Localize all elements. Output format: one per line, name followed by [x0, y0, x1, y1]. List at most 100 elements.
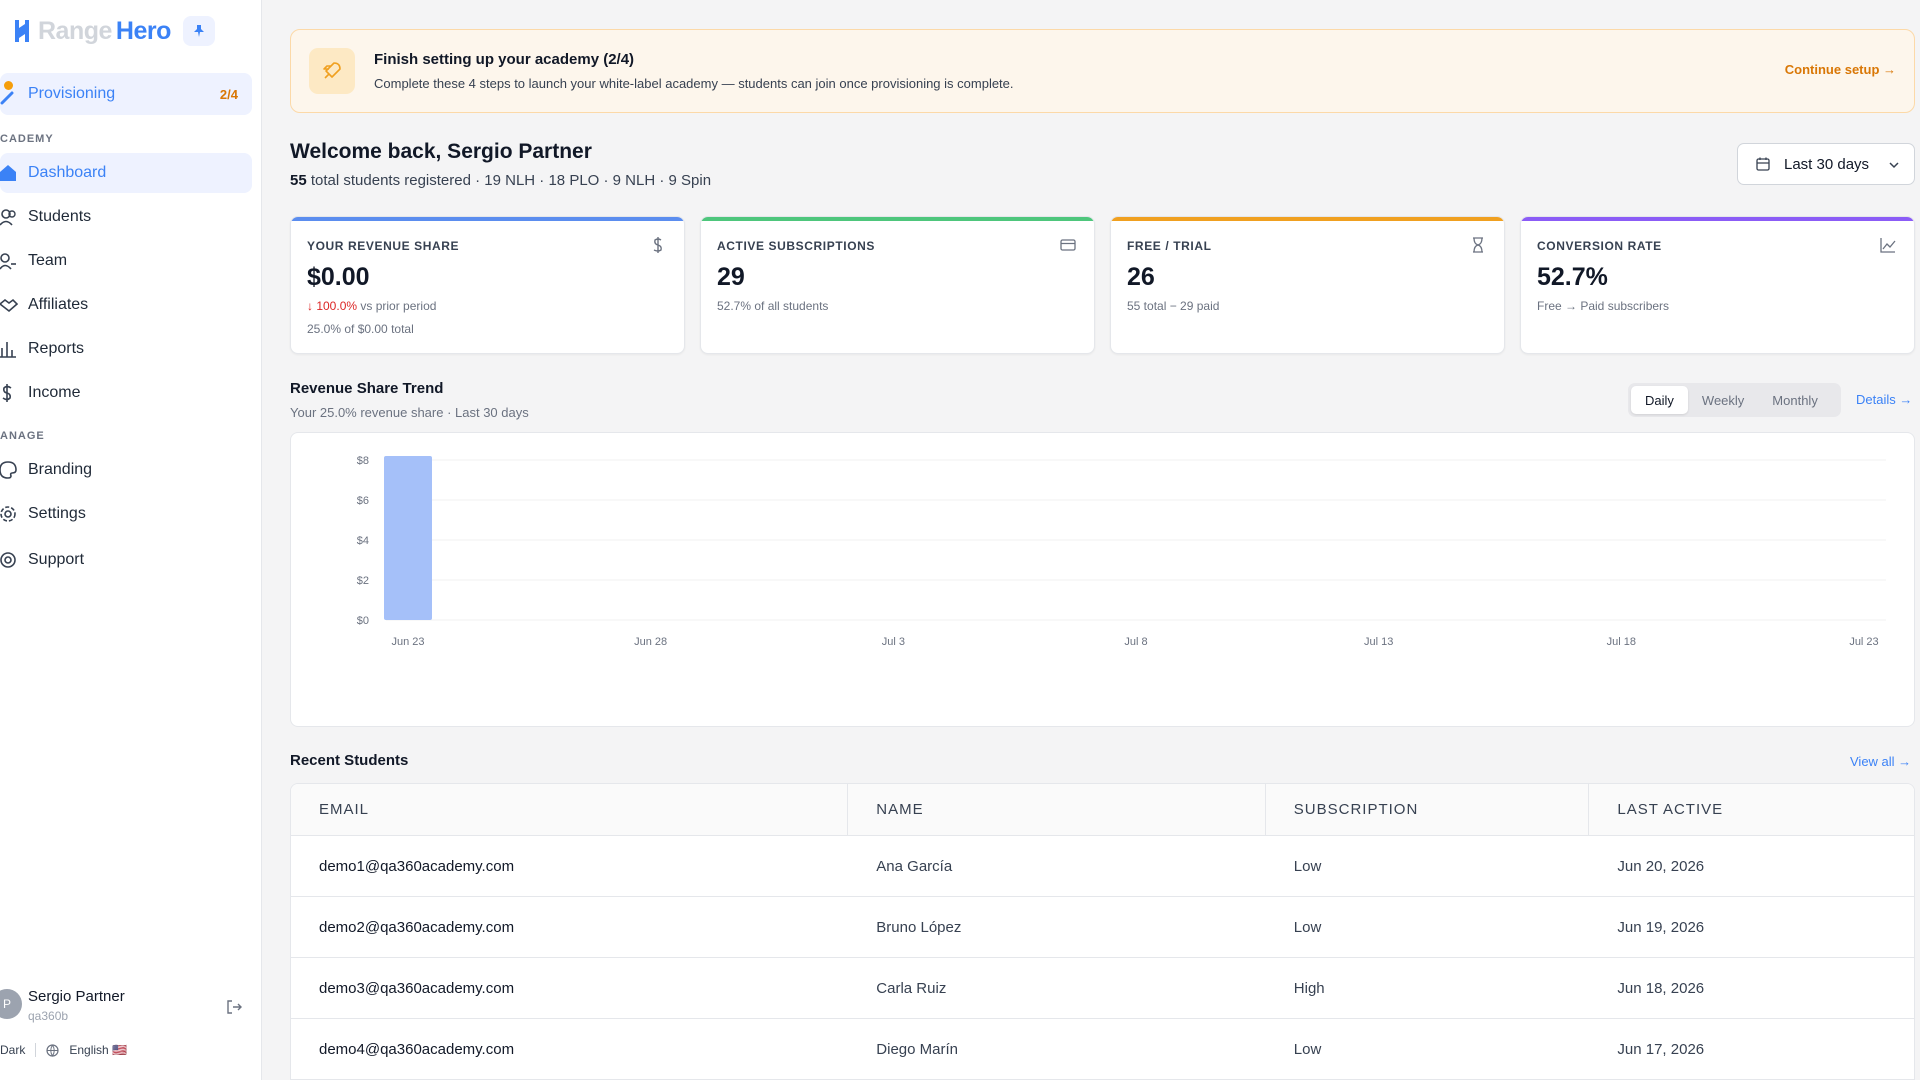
- main-content: Finish setting up your academy (2/4) Com…: [290, 0, 1920, 1080]
- cell-subscription: Low: [1293, 857, 1322, 875]
- tab-weekly[interactable]: Weekly: [1701, 392, 1745, 408]
- sidebar-item-label: Reports: [28, 340, 85, 357]
- pin-icon: [193, 25, 204, 37]
- y-tick-label: $8: [357, 455, 369, 467]
- chart-canvas: $0 $2 $4 $6 $8 Jun 23 Jun 28 Jul 3 Jul 8 Jul 13 Ju…: [357, 455, 1886, 648]
- sidebar-item-reports[interactable]: Reports: [0, 329, 252, 369]
- trend-icon: [1880, 238, 1896, 253]
- card-change: ↓ 100.0% vs prior period: [307, 299, 436, 313]
- free-trial-card: FREE / TRIAL 26 55 total − 29 paid: [1110, 216, 1505, 354]
- sidebar-item-settings[interactable]: Settings: [0, 494, 252, 534]
- hourglass-icon: [1473, 237, 1483, 253]
- cell-subscription: Low: [1293, 918, 1322, 936]
- gear-icon: [0, 506, 16, 522]
- sidebar-item-dashboard[interactable]: Dashboard: [0, 153, 252, 193]
- sidebar-item-label: Settings: [28, 505, 86, 522]
- date-range-value: Last 30 days: [1784, 155, 1870, 173]
- details-link[interactable]: Details →: [1856, 392, 1913, 407]
- handshake-icon: [0, 298, 18, 313]
- banner-title: Finish setting up your academy (2/4): [374, 51, 635, 68]
- sidebar-item-affiliates[interactable]: Affiliates: [0, 285, 252, 325]
- wrench-icon: [0, 91, 14, 105]
- rocket-icon: [309, 48, 355, 94]
- cell-email: demo4@qa360academy.com: [319, 1040, 515, 1058]
- card-value: 29: [717, 263, 745, 291]
- sidebar-item-label: Team: [28, 252, 68, 269]
- setup-banner: Finish setting up your academy (2/4) Com…: [290, 29, 1915, 113]
- card-subtext: Free → Paid subscribers: [1537, 299, 1670, 313]
- x-tick-label: Jun 23: [391, 636, 424, 648]
- sidebar-footer: Dark English 🇺🇸: [0, 1043, 127, 1057]
- sidebar-item-label: Dashboard: [28, 164, 107, 181]
- x-tick-label: Jul 13: [1364, 636, 1393, 648]
- x-tick-label: Jun 28: [634, 636, 667, 648]
- sidebar-item-students[interactable]: Students: [0, 197, 252, 237]
- students-breakdown: total students registered · 19 NLH · 18 …: [306, 172, 712, 189]
- cell-subscription: High: [1293, 979, 1325, 997]
- sidebar-item-team[interactable]: Team: [0, 241, 252, 281]
- user-name: Sergio Partner: [28, 988, 125, 1005]
- y-tick-label: $0: [357, 615, 369, 627]
- trend-title: Revenue Share Trend: [290, 380, 444, 397]
- cell-name: Carla Ruiz: [876, 979, 947, 997]
- change-percent: ↓ 100.0%: [307, 299, 358, 313]
- conversion-rate-card: CONVERSION RATE 52.7% Free → Paid subscr…: [1520, 216, 1915, 354]
- continue-setup-link[interactable]: Continue setup →: [1784, 62, 1896, 77]
- table-row[interactable]: demo1@qa360academy.com Ana García Low Ju…: [291, 836, 1914, 897]
- revenue-trend-chart: $0 $2 $4 $6 $8 Jun 23 Jun 28 Jul 3 Jul 8 Jul 13 Ju…: [290, 432, 1915, 727]
- card-accent: [1521, 217, 1914, 221]
- card-subtext: 25.0% of $0.00 total: [307, 322, 414, 336]
- divider: [35, 1043, 37, 1057]
- card-accent: [291, 217, 684, 221]
- table-row[interactable]: demo2@qa360academy.com Bruno López Low J…: [291, 897, 1914, 958]
- card-value: 52.7%: [1537, 263, 1608, 291]
- sidebar-item-income[interactable]: Income: [0, 373, 252, 413]
- sidebar-item-label: Students: [28, 208, 92, 225]
- students-icon: [0, 209, 16, 226]
- sidebar-item-label: Income: [28, 384, 81, 401]
- cell-email: demo1@qa360academy.com: [319, 857, 515, 875]
- active-subscriptions-card: ACTIVE SUBSCRIPTIONS 29 52.7% of all stu…: [700, 216, 1095, 354]
- chevron-down-icon: [1889, 162, 1899, 169]
- recent-students-title: Recent Students: [290, 752, 409, 769]
- y-tick-label: $6: [357, 495, 369, 507]
- brand-logo[interactable]: Range Hero: [12, 14, 215, 48]
- x-tick-label: Jul 8: [1124, 636, 1147, 648]
- sidebar-item-label: Support: [28, 551, 85, 568]
- brand-name-range: Range: [38, 16, 112, 45]
- home-icon: [0, 165, 16, 181]
- sidebar-item-branding[interactable]: Branding: [0, 450, 252, 490]
- bar-chart-icon: [0, 342, 16, 358]
- date-range-select[interactable]: Last 30 days: [1737, 143, 1915, 185]
- x-tick-label: Jul 3: [882, 636, 905, 648]
- user-profile[interactable]: P Sergio Partner qa360b: [0, 985, 252, 1029]
- recent-students-table: EMAIL NAME SUBSCRIPTION LAST ACTIVE demo…: [290, 783, 1915, 1080]
- logo-mark-icon: [15, 20, 29, 42]
- sidebar-item-provisioning[interactable]: Provisioning 2/4: [0, 73, 252, 115]
- palette-icon: [0, 461, 17, 479]
- language-selector[interactable]: English 🇺🇸: [69, 1043, 127, 1057]
- column-header-last-active[interactable]: LAST ACTIVE: [1617, 801, 1724, 818]
- view-all-link[interactable]: View all →: [1850, 754, 1912, 769]
- students-count: 55: [290, 172, 307, 189]
- column-header-email[interactable]: EMAIL: [291, 784, 849, 835]
- tab-monthly[interactable]: Monthly: [1772, 392, 1818, 408]
- column-header-name[interactable]: NAME: [848, 784, 1266, 835]
- cell-name: Diego Marín: [876, 1040, 958, 1058]
- tab-daily[interactable]: Daily: [1631, 386, 1688, 414]
- card-title: CONVERSION RATE: [1537, 239, 1662, 253]
- card-accent: [1111, 217, 1504, 221]
- y-tick-label: $2: [357, 575, 369, 587]
- table-row[interactable]: demo4@qa360academy.com Diego Marín Low J…: [291, 1019, 1914, 1080]
- cell-email: demo3@qa360academy.com: [319, 979, 515, 997]
- table-row[interactable]: demo3@qa360academy.com Carla Ruiz High J…: [291, 958, 1914, 1019]
- card-title: YOUR REVENUE SHARE: [307, 239, 460, 253]
- calendar-icon: [1756, 157, 1770, 171]
- pin-sidebar-button[interactable]: [182, 16, 215, 46]
- column-header-subscription[interactable]: SUBSCRIPTION: [1266, 784, 1590, 835]
- logout-icon[interactable]: [226, 999, 242, 1015]
- user-handle: qa360b: [28, 1009, 69, 1023]
- table-header: EMAIL NAME SUBSCRIPTION LAST ACTIVE: [291, 784, 1914, 836]
- theme-toggle[interactable]: Dark: [0, 1043, 26, 1057]
- sidebar-item-support[interactable]: Support: [0, 540, 252, 580]
